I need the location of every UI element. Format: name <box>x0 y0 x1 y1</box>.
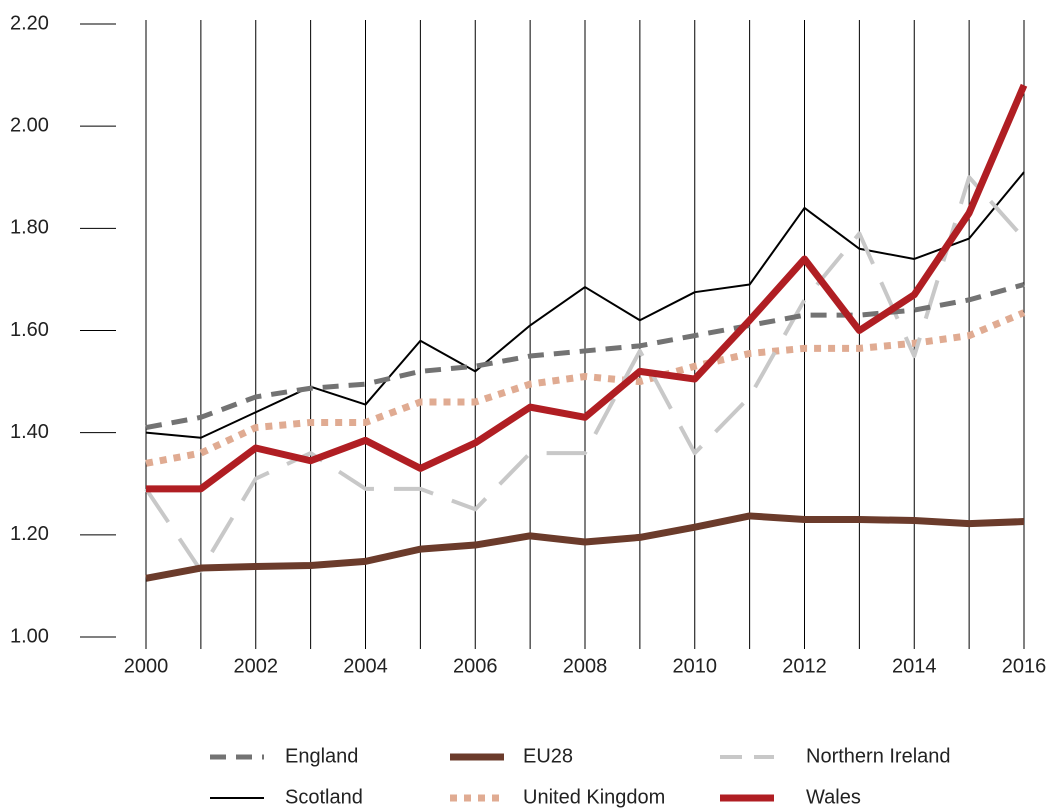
y-tick-label: 1.40 <box>10 421 49 443</box>
y-tick-label: 2.20 <box>10 12 49 34</box>
x-tick-label: 2008 <box>563 655 608 677</box>
x-tick-label: 2014 <box>892 655 937 677</box>
y-tick-label: 2.00 <box>10 114 49 136</box>
legend-label: United Kingdom <box>523 786 665 808</box>
y-tick-label: 1.20 <box>10 523 49 545</box>
legend-label: Wales <box>806 786 861 808</box>
x-tick-label: 2002 <box>234 655 279 677</box>
x-tick-label: 2016 <box>1002 655 1047 677</box>
legend-label: England <box>285 745 358 767</box>
legend-label: Northern Ireland <box>806 745 951 767</box>
y-tick-label: 1.60 <box>10 319 49 341</box>
series-line <box>145 282 1025 431</box>
x-tick-label: 2006 <box>453 655 498 677</box>
x-tick-label: 2010 <box>673 655 718 677</box>
x-tick-label: 2000 <box>124 655 169 677</box>
series-line <box>145 171 1025 439</box>
series-line <box>146 83 1028 493</box>
y-tick-label: 1.00 <box>10 625 49 647</box>
legend-label: EU28 <box>523 745 573 767</box>
series-line <box>145 512 1025 582</box>
x-tick-label: 2012 <box>782 655 827 677</box>
legend-label: Scotland <box>285 786 363 808</box>
x-tick-label: 2004 <box>343 655 388 677</box>
series-line <box>145 309 1026 467</box>
y-tick-label: 1.80 <box>10 217 49 239</box>
series-line <box>144 175 1026 573</box>
